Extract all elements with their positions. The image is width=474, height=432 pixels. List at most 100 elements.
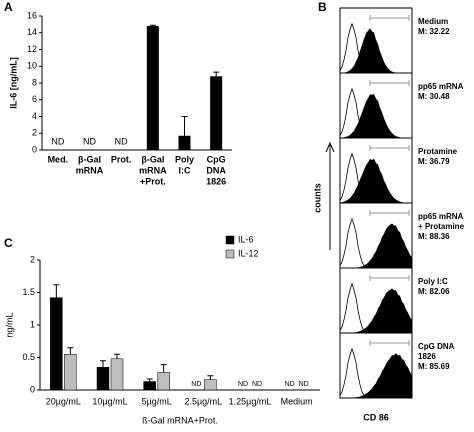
x-tick-label: β-Gal — [78, 154, 101, 164]
stained-histogram — [340, 288, 412, 333]
x-tick-label: 1.25µg/mL — [229, 396, 272, 406]
value-label: ND — [252, 381, 262, 388]
y-tick-label: 8 — [32, 77, 37, 87]
y-tick-label: 14 — [27, 27, 37, 37]
bar — [64, 354, 77, 391]
bar — [146, 26, 159, 150]
value-label: ND — [191, 381, 201, 388]
bar — [178, 135, 191, 150]
stained-histogram — [340, 93, 412, 138]
y-axis-label: counts — [312, 183, 322, 213]
x-tick-label: I:C — [179, 165, 191, 175]
x-tick-label: mRNA — [76, 165, 104, 175]
y-tick-label: 6 — [32, 94, 37, 104]
y-tick-label: 2 — [30, 254, 35, 264]
error-bar — [146, 378, 153, 382]
x-tick-label: mRNA — [139, 165, 167, 175]
histogram-label: M: 82.06 — [418, 287, 450, 296]
x-tick-label: Medium — [281, 396, 313, 406]
error-bar — [67, 347, 74, 355]
y-tick-label: 4 — [32, 111, 37, 121]
histogram-label: M: 88.36 — [418, 232, 450, 241]
histogram-label: M: 36.79 — [418, 157, 450, 166]
error-bar — [149, 24, 156, 27]
histogram-label: Protamine — [418, 147, 458, 156]
histogram-label: pp65 mRNA — [418, 212, 464, 221]
bar — [110, 358, 124, 391]
legend-label: IL-12 — [238, 248, 259, 258]
value-label: ND — [299, 381, 309, 388]
legend-label: IL-6 — [238, 234, 254, 244]
y-tick-label: 12 — [27, 44, 37, 54]
x-tick-label: Prot. — [111, 154, 132, 164]
gate-marker — [369, 210, 410, 216]
bar — [210, 76, 223, 150]
bar — [50, 297, 63, 391]
error-bar — [100, 360, 106, 368]
y-tick-label: 0.5 — [22, 352, 35, 362]
value-label: ND — [115, 136, 128, 146]
histogram-label: M: 30.48 — [418, 92, 450, 101]
error-bar — [207, 375, 214, 380]
error-bar — [181, 116, 188, 136]
arrow — [325, 141, 335, 250]
x-tick-label: 20µg/mL — [46, 396, 81, 406]
y-tick-label: 0 — [32, 144, 37, 154]
stained-histogram — [340, 353, 412, 398]
stained-histogram — [340, 158, 412, 203]
x-tick-label: DNA — [206, 165, 226, 175]
y-axis-label: IL-6 [ng/mL] — [8, 57, 18, 109]
histogram-label: 1826 — [418, 352, 436, 361]
histogram-label: Poly I:C — [418, 277, 448, 286]
x-axis-label: ß-Gal mRNA+Prot. — [142, 415, 218, 425]
legend-swatch — [225, 249, 235, 259]
x-tick-label: 2.5µg/mL — [184, 396, 222, 406]
y-tick-label: 1 — [30, 319, 35, 329]
legend-swatch — [225, 235, 235, 245]
x-axis-label: CD 86 — [363, 412, 389, 422]
value-label: ND — [285, 381, 295, 388]
bar — [96, 367, 110, 391]
y-tick-label: 10 — [27, 61, 37, 71]
error-bar — [53, 284, 60, 298]
y-tick-label: 1.5 — [22, 287, 35, 297]
x-tick-label: +Prot. — [140, 176, 166, 186]
panel-letter: A — [4, 0, 13, 14]
bar — [143, 381, 156, 391]
histogram-label: CpG DNA — [418, 342, 455, 351]
histogram-label: Medium — [418, 17, 448, 26]
panel-letter: C — [4, 236, 13, 250]
histogram-label: M: 32.22 — [418, 27, 450, 36]
histogram-label: + Protamine — [418, 222, 465, 231]
x-tick-label: β-Gal — [141, 154, 164, 164]
y-axis-label: ng/mL — [4, 312, 14, 337]
value-label: ND — [83, 136, 96, 146]
y-tick-label: 2 — [32, 128, 37, 138]
y-tick-label: 16 — [27, 10, 37, 20]
x-tick-label: CpG — [207, 154, 226, 164]
panel-letter: B — [318, 0, 327, 14]
histogram-label: M: 85.69 — [418, 362, 450, 371]
x-tick-label: Med. — [48, 154, 69, 164]
bar — [157, 372, 170, 391]
gate-marker — [369, 15, 410, 21]
control-histogram — [339, 347, 412, 399]
value-label: ND — [238, 381, 248, 388]
gate-marker — [369, 340, 410, 346]
value-label: ND — [51, 136, 64, 146]
error-bar — [114, 353, 120, 359]
gate-marker — [369, 275, 410, 281]
stained-histogram — [340, 223, 412, 268]
stained-histogram — [340, 28, 412, 73]
x-tick-label: 5µg/mL — [142, 396, 172, 406]
error-bar — [213, 71, 220, 77]
gate-marker — [369, 80, 410, 86]
gate-marker — [369, 145, 410, 151]
error-bar — [160, 364, 167, 373]
x-tick-label: Poly — [175, 154, 194, 164]
y-tick-label: 0 — [30, 384, 35, 394]
x-tick-label: 10µg/mL — [92, 396, 127, 406]
histogram-label: pp65 mRNA — [418, 82, 464, 91]
bar — [204, 379, 217, 391]
